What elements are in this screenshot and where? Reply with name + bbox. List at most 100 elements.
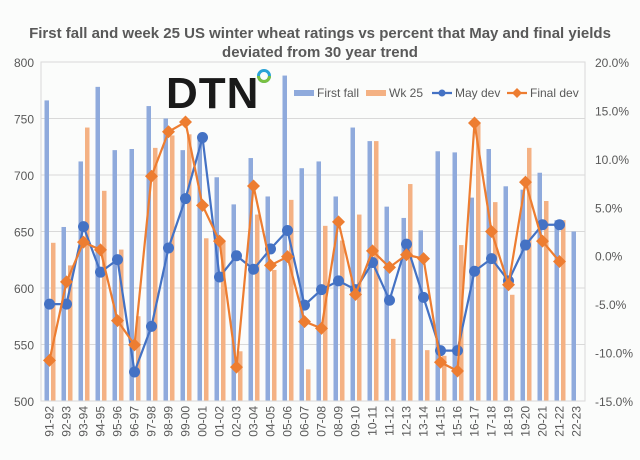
point-final-dev bbox=[128, 338, 141, 352]
bar-first-fall bbox=[112, 150, 117, 401]
x-tick-label: 01-02 bbox=[213, 406, 227, 437]
point-final-dev bbox=[145, 169, 158, 183]
bar-wk-25 bbox=[493, 202, 498, 401]
bar-first-fall bbox=[299, 168, 304, 401]
y-tick-label: 650 bbox=[14, 226, 34, 240]
bar-first-fall bbox=[61, 226, 66, 401]
point-final-dev bbox=[298, 315, 311, 329]
point-final-dev bbox=[383, 260, 396, 274]
bar-wk-25 bbox=[153, 147, 158, 401]
point-final-dev bbox=[230, 360, 243, 374]
legend-item: Wk 25 bbox=[366, 86, 423, 100]
x-tick-label: 98-99 bbox=[162, 406, 176, 437]
x-tick-label: 93-94 bbox=[77, 406, 91, 437]
x-tick-label: 19-20 bbox=[519, 406, 533, 437]
point-final-dev bbox=[94, 243, 107, 257]
bar-wk-25 bbox=[187, 134, 192, 401]
point-final-dev bbox=[111, 314, 124, 328]
chart-title: First fall and week 25 US winter wheat r… bbox=[29, 25, 611, 61]
x-tick-label: 12-13 bbox=[400, 406, 414, 437]
bar-first-fall bbox=[248, 158, 253, 401]
x-tick-label: 20-21 bbox=[536, 406, 550, 437]
x-tick-label: 07-08 bbox=[315, 406, 329, 437]
bar-first-fall bbox=[197, 137, 202, 401]
point-may-dev bbox=[248, 263, 259, 275]
x-tick-label: 17-18 bbox=[485, 406, 499, 437]
x-tick-label: 95-96 bbox=[111, 406, 125, 437]
x-tick-label: 96-97 bbox=[128, 406, 142, 437]
bar-first-fall bbox=[571, 231, 576, 401]
point-may-dev bbox=[282, 225, 293, 237]
point-final-dev bbox=[451, 364, 464, 378]
bar-first-fall bbox=[44, 100, 49, 402]
legend-item: Final dev bbox=[507, 86, 579, 100]
legend-label: May dev bbox=[455, 86, 500, 100]
bar-first-fall bbox=[316, 161, 321, 401]
bar-first-fall bbox=[231, 204, 236, 401]
point-may-dev bbox=[316, 284, 327, 296]
bar-wk-25 bbox=[357, 214, 362, 401]
logo-circle-accent bbox=[257, 75, 271, 83]
bar-wk-25 bbox=[68, 265, 73, 401]
point-may-dev bbox=[384, 294, 395, 306]
y2-tick-label: 0.0% bbox=[595, 250, 623, 264]
point-may-dev bbox=[112, 254, 123, 266]
bar-first-fall bbox=[469, 197, 474, 401]
legend-swatch bbox=[366, 90, 386, 96]
bar-first-fall bbox=[503, 186, 508, 401]
x-tick-label: 91-92 bbox=[43, 406, 57, 437]
x-tick-label: 02-03 bbox=[230, 406, 244, 437]
bar-wk-25 bbox=[476, 123, 481, 402]
x-tick-label: 21-22 bbox=[553, 406, 567, 437]
point-may-dev bbox=[554, 219, 565, 231]
point-may-dev bbox=[520, 239, 531, 251]
x-tick-label: 09-10 bbox=[349, 406, 363, 437]
point-final-dev bbox=[332, 215, 345, 229]
x-tick-label: 14-15 bbox=[434, 406, 448, 437]
point-may-dev bbox=[95, 266, 106, 278]
bar-wk-25 bbox=[102, 190, 107, 401]
point-final-dev bbox=[400, 248, 413, 262]
legend-marker bbox=[438, 89, 446, 97]
point-final-dev bbox=[77, 235, 90, 249]
x-tick-label: 03-04 bbox=[247, 406, 261, 437]
bar-first-fall bbox=[78, 161, 83, 401]
bar-wk-25 bbox=[561, 220, 566, 401]
y-tick-label: 500 bbox=[14, 395, 34, 409]
point-final-dev bbox=[485, 225, 498, 238]
point-may-dev bbox=[401, 238, 412, 250]
bar-wk-25 bbox=[221, 240, 226, 401]
x-tick-label: 18-19 bbox=[502, 406, 516, 437]
x-tick-label: 97-98 bbox=[145, 406, 159, 437]
y-tick-label: 700 bbox=[14, 169, 34, 183]
y2-tick-label: -5.0% bbox=[595, 298, 627, 312]
logo-text: DTN bbox=[166, 69, 259, 118]
bar-first-fall bbox=[333, 196, 338, 401]
bar-wk-25 bbox=[391, 338, 396, 401]
plot-border bbox=[40, 61, 586, 402]
bar-first-fall bbox=[180, 150, 185, 401]
bar-wk-25 bbox=[442, 355, 447, 401]
point-may-dev bbox=[469, 265, 480, 277]
x-tick-label: 11-12 bbox=[383, 406, 397, 436]
point-final-dev bbox=[553, 255, 566, 269]
point-final-dev bbox=[434, 355, 447, 369]
point-final-dev bbox=[315, 321, 328, 335]
bar-wk-25 bbox=[255, 214, 260, 401]
point-may-dev bbox=[537, 219, 548, 231]
legend-item: May dev bbox=[432, 86, 500, 100]
x-tick-label: 08-09 bbox=[332, 406, 346, 437]
bar-first-fall bbox=[129, 149, 134, 401]
point-final-dev bbox=[519, 175, 532, 189]
bar-first-fall bbox=[418, 230, 423, 401]
x-tick-label: 16-17 bbox=[468, 406, 482, 437]
y2-tick-label: 10.0% bbox=[595, 153, 629, 167]
line-final-dev bbox=[48, 120, 561, 373]
x-tick-label: 06-07 bbox=[298, 406, 312, 437]
bar-wk-25 bbox=[544, 200, 549, 401]
y2-tick-label: 5.0% bbox=[595, 201, 623, 215]
x-tick-label: 00-01 bbox=[196, 406, 210, 437]
y2-tick-label: 20.0% bbox=[595, 56, 629, 70]
bar-first-fall bbox=[214, 177, 219, 401]
